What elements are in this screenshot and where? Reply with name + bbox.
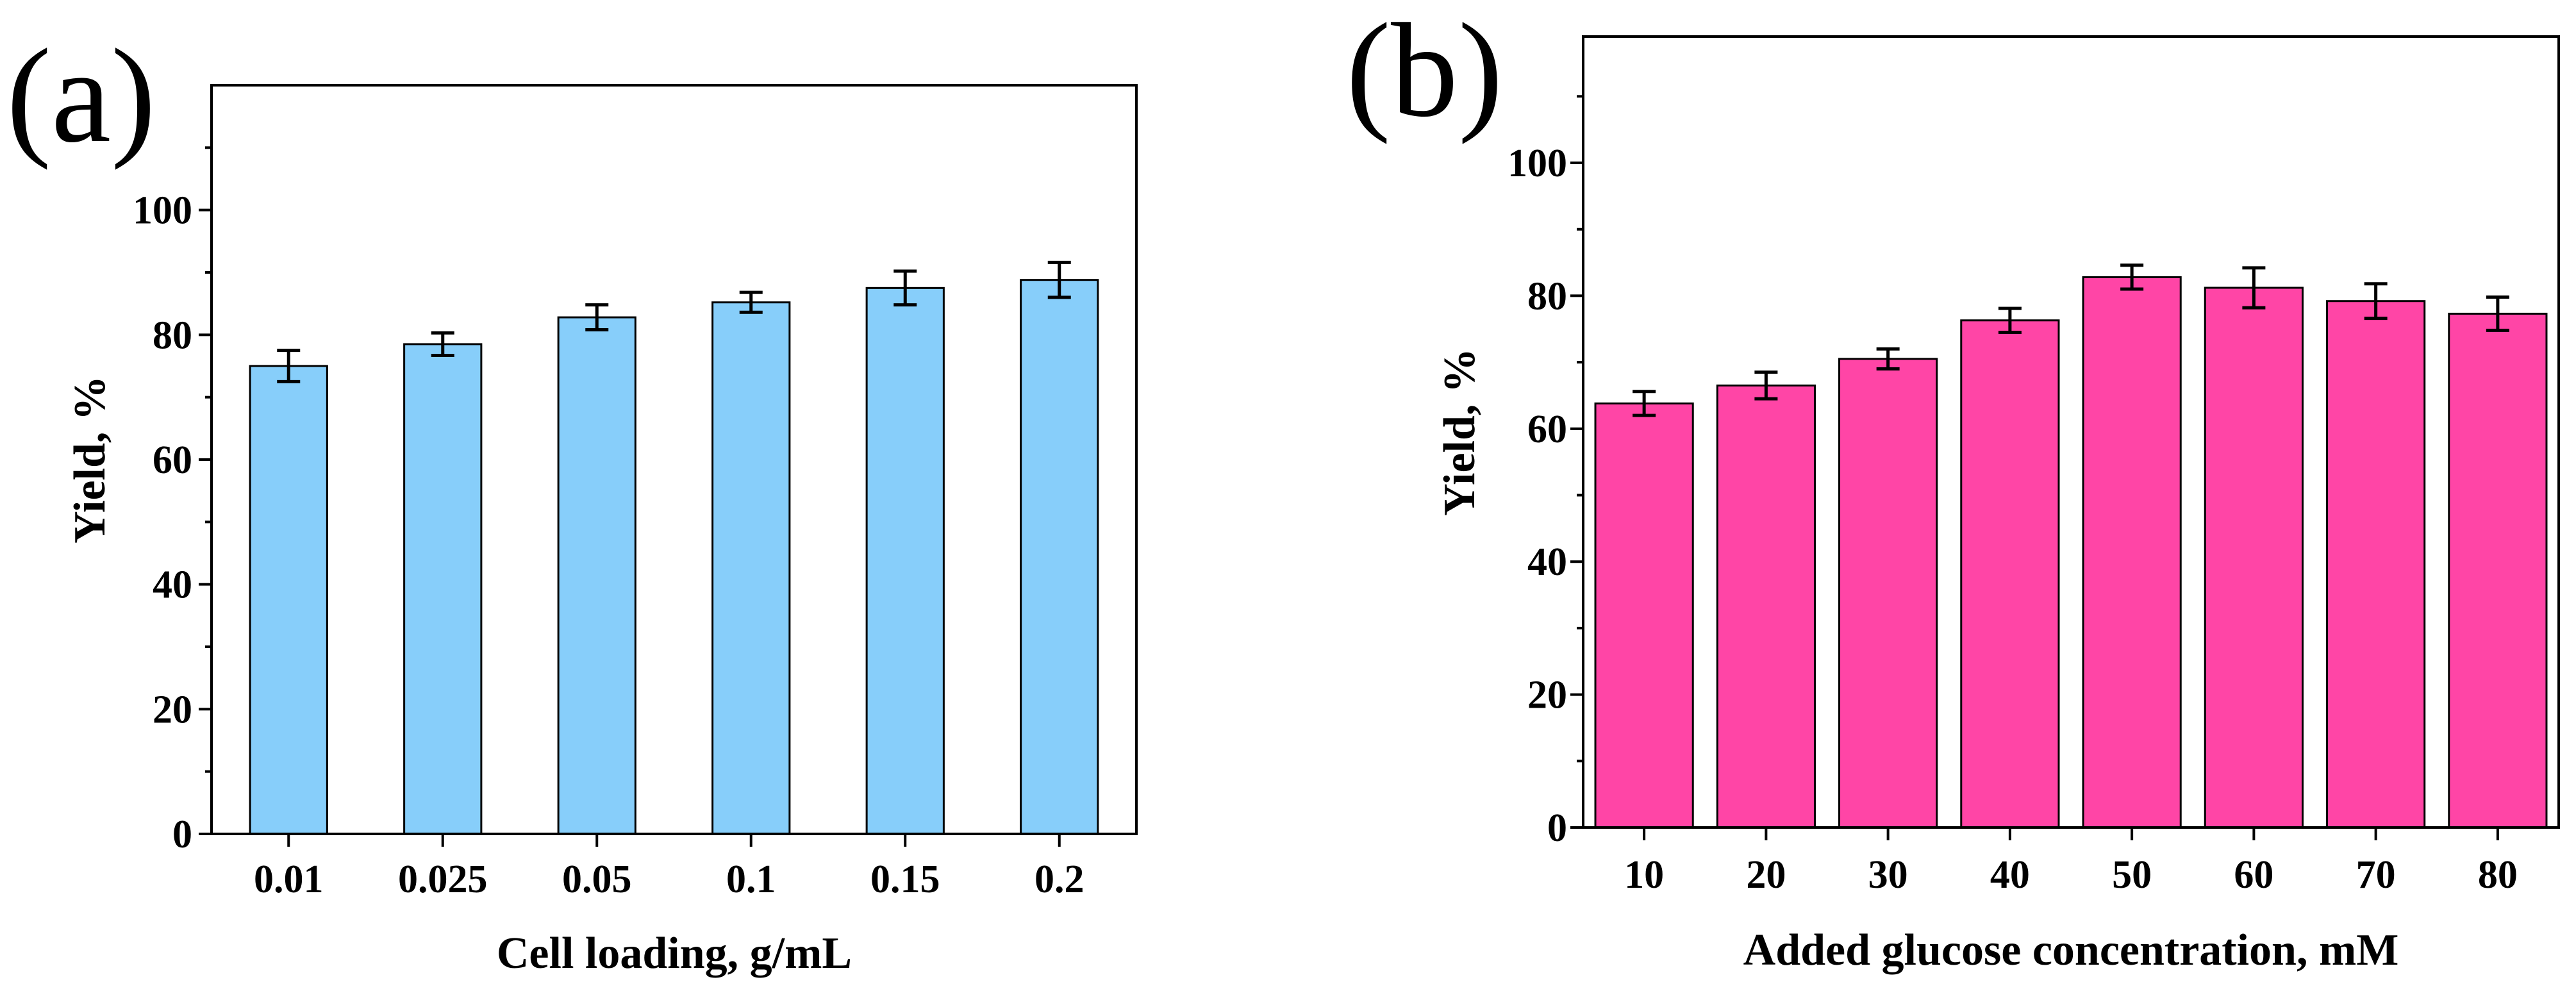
panel-a-y-tick-label: 100 (133, 189, 192, 233)
panel-a-error-bar (739, 290, 763, 314)
panel-b-x-tick-label: 40 (1990, 853, 2030, 897)
panel-b-bar (2082, 276, 2182, 829)
panel-a-y-tick-label: 80 (153, 313, 192, 357)
panel-b-y-axis-label: Yield, % (1435, 348, 1484, 516)
panel-b-y-tick-label: 40 (1527, 540, 1567, 584)
panel-b-x-axis-label: Added glucose concentration, mM (1743, 926, 2399, 975)
panel-a-bar (557, 316, 636, 835)
panel-b-x-tick-label: 30 (1868, 853, 1908, 897)
panel-b-x-tick-label: 70 (2356, 853, 2396, 897)
panel-a-error-bar (277, 349, 301, 383)
panel-b-y-tick-label: 100 (1508, 142, 1567, 185)
panel-b-y-tick-label: 0 (1547, 806, 1567, 850)
panel-a-y-tick-label: 20 (153, 688, 192, 731)
panel-b-bar (2204, 287, 2304, 829)
panel-b-x-tick-label: 60 (2234, 853, 2273, 897)
panel-a-x-tick-label: 0.15 (870, 858, 940, 901)
panel-b-x-tick-label: 20 (1746, 853, 1786, 897)
panel-b-label: (b) (1346, 0, 1503, 145)
panel-a-x-tick-label: 0.1 (726, 858, 776, 901)
panel-a-y-tick-label: 60 (153, 438, 192, 482)
panel-b-bar (1838, 358, 1938, 829)
panel-a-y-tick-label: 0 (172, 813, 192, 856)
panel-a-bar (1020, 279, 1099, 835)
panel-b-error-bar (1633, 390, 1656, 417)
panel-b-y-tick-label: 80 (1527, 274, 1567, 318)
panel-b-plot-area: 0 20 40 60 80 100 10 20 30 40 50 60 70 80 (1508, 95, 2548, 897)
panel-b-bar (1594, 402, 1694, 829)
panel-b-error-bar (1998, 306, 2022, 334)
panel-a-error-bar (585, 303, 609, 332)
panel-b-bar (2448, 312, 2548, 829)
panel-b-y-tick-label: 20 (1527, 674, 1567, 717)
panel-b-error-bar (2120, 263, 2144, 291)
panel-a-x-axis-label: Cell loading, g/mL (497, 929, 852, 978)
panel-b-bar (1960, 319, 2060, 829)
panel-a-error-bar (1047, 260, 1071, 299)
panel-a-error-bar (431, 331, 454, 357)
panel-a-x-tick-label: 0.025 (398, 858, 488, 901)
panel-a-bar (711, 301, 791, 835)
panel-a-y-axis-label: Yield, % (65, 376, 115, 544)
panel-b-error-bar (1754, 370, 1778, 401)
panel-b-error-bar (2242, 266, 2266, 310)
panel-b-error-bar (1876, 347, 1900, 370)
panel-a-bar (865, 287, 945, 835)
panel-a-plot-area: 0 20 40 60 80 100 0.01 0.025 0.05 0.1 0.15 0.2 (133, 146, 1099, 901)
panel-a-axes-frame (210, 84, 1138, 835)
panel-b: (b) 0 20 40 60 80 100 10 20 30 40 50 60 70 80 Added g… (1346, 0, 2560, 975)
panel-b-x-tick-label: 80 (2478, 853, 2518, 897)
panel-a-error-bar (893, 269, 917, 307)
panel-b-bar (2326, 300, 2426, 829)
panel-a-label: (a) (6, 22, 156, 170)
panel-a-x-tick-label: 0.05 (562, 858, 632, 901)
panel-a-bar (249, 365, 328, 835)
panel-a-y-tick-label: 40 (153, 563, 192, 607)
panel-b-x-tick-label: 50 (2112, 853, 2152, 897)
panel-a-x-tick-label: 0.01 (254, 858, 324, 901)
panel-b-bar (1716, 384, 1816, 829)
panel-a-bar (403, 343, 483, 835)
panel-b-error-bar (2486, 295, 2509, 332)
panel-b-axes-frame (1582, 35, 2560, 829)
panel-b-y-tick-label: 60 (1527, 408, 1567, 451)
panel-a-x-tick-label: 0.2 (1035, 858, 1084, 901)
panel-b-error-bar (2364, 282, 2388, 320)
panel-b-x-tick-label: 10 (1624, 853, 1664, 897)
